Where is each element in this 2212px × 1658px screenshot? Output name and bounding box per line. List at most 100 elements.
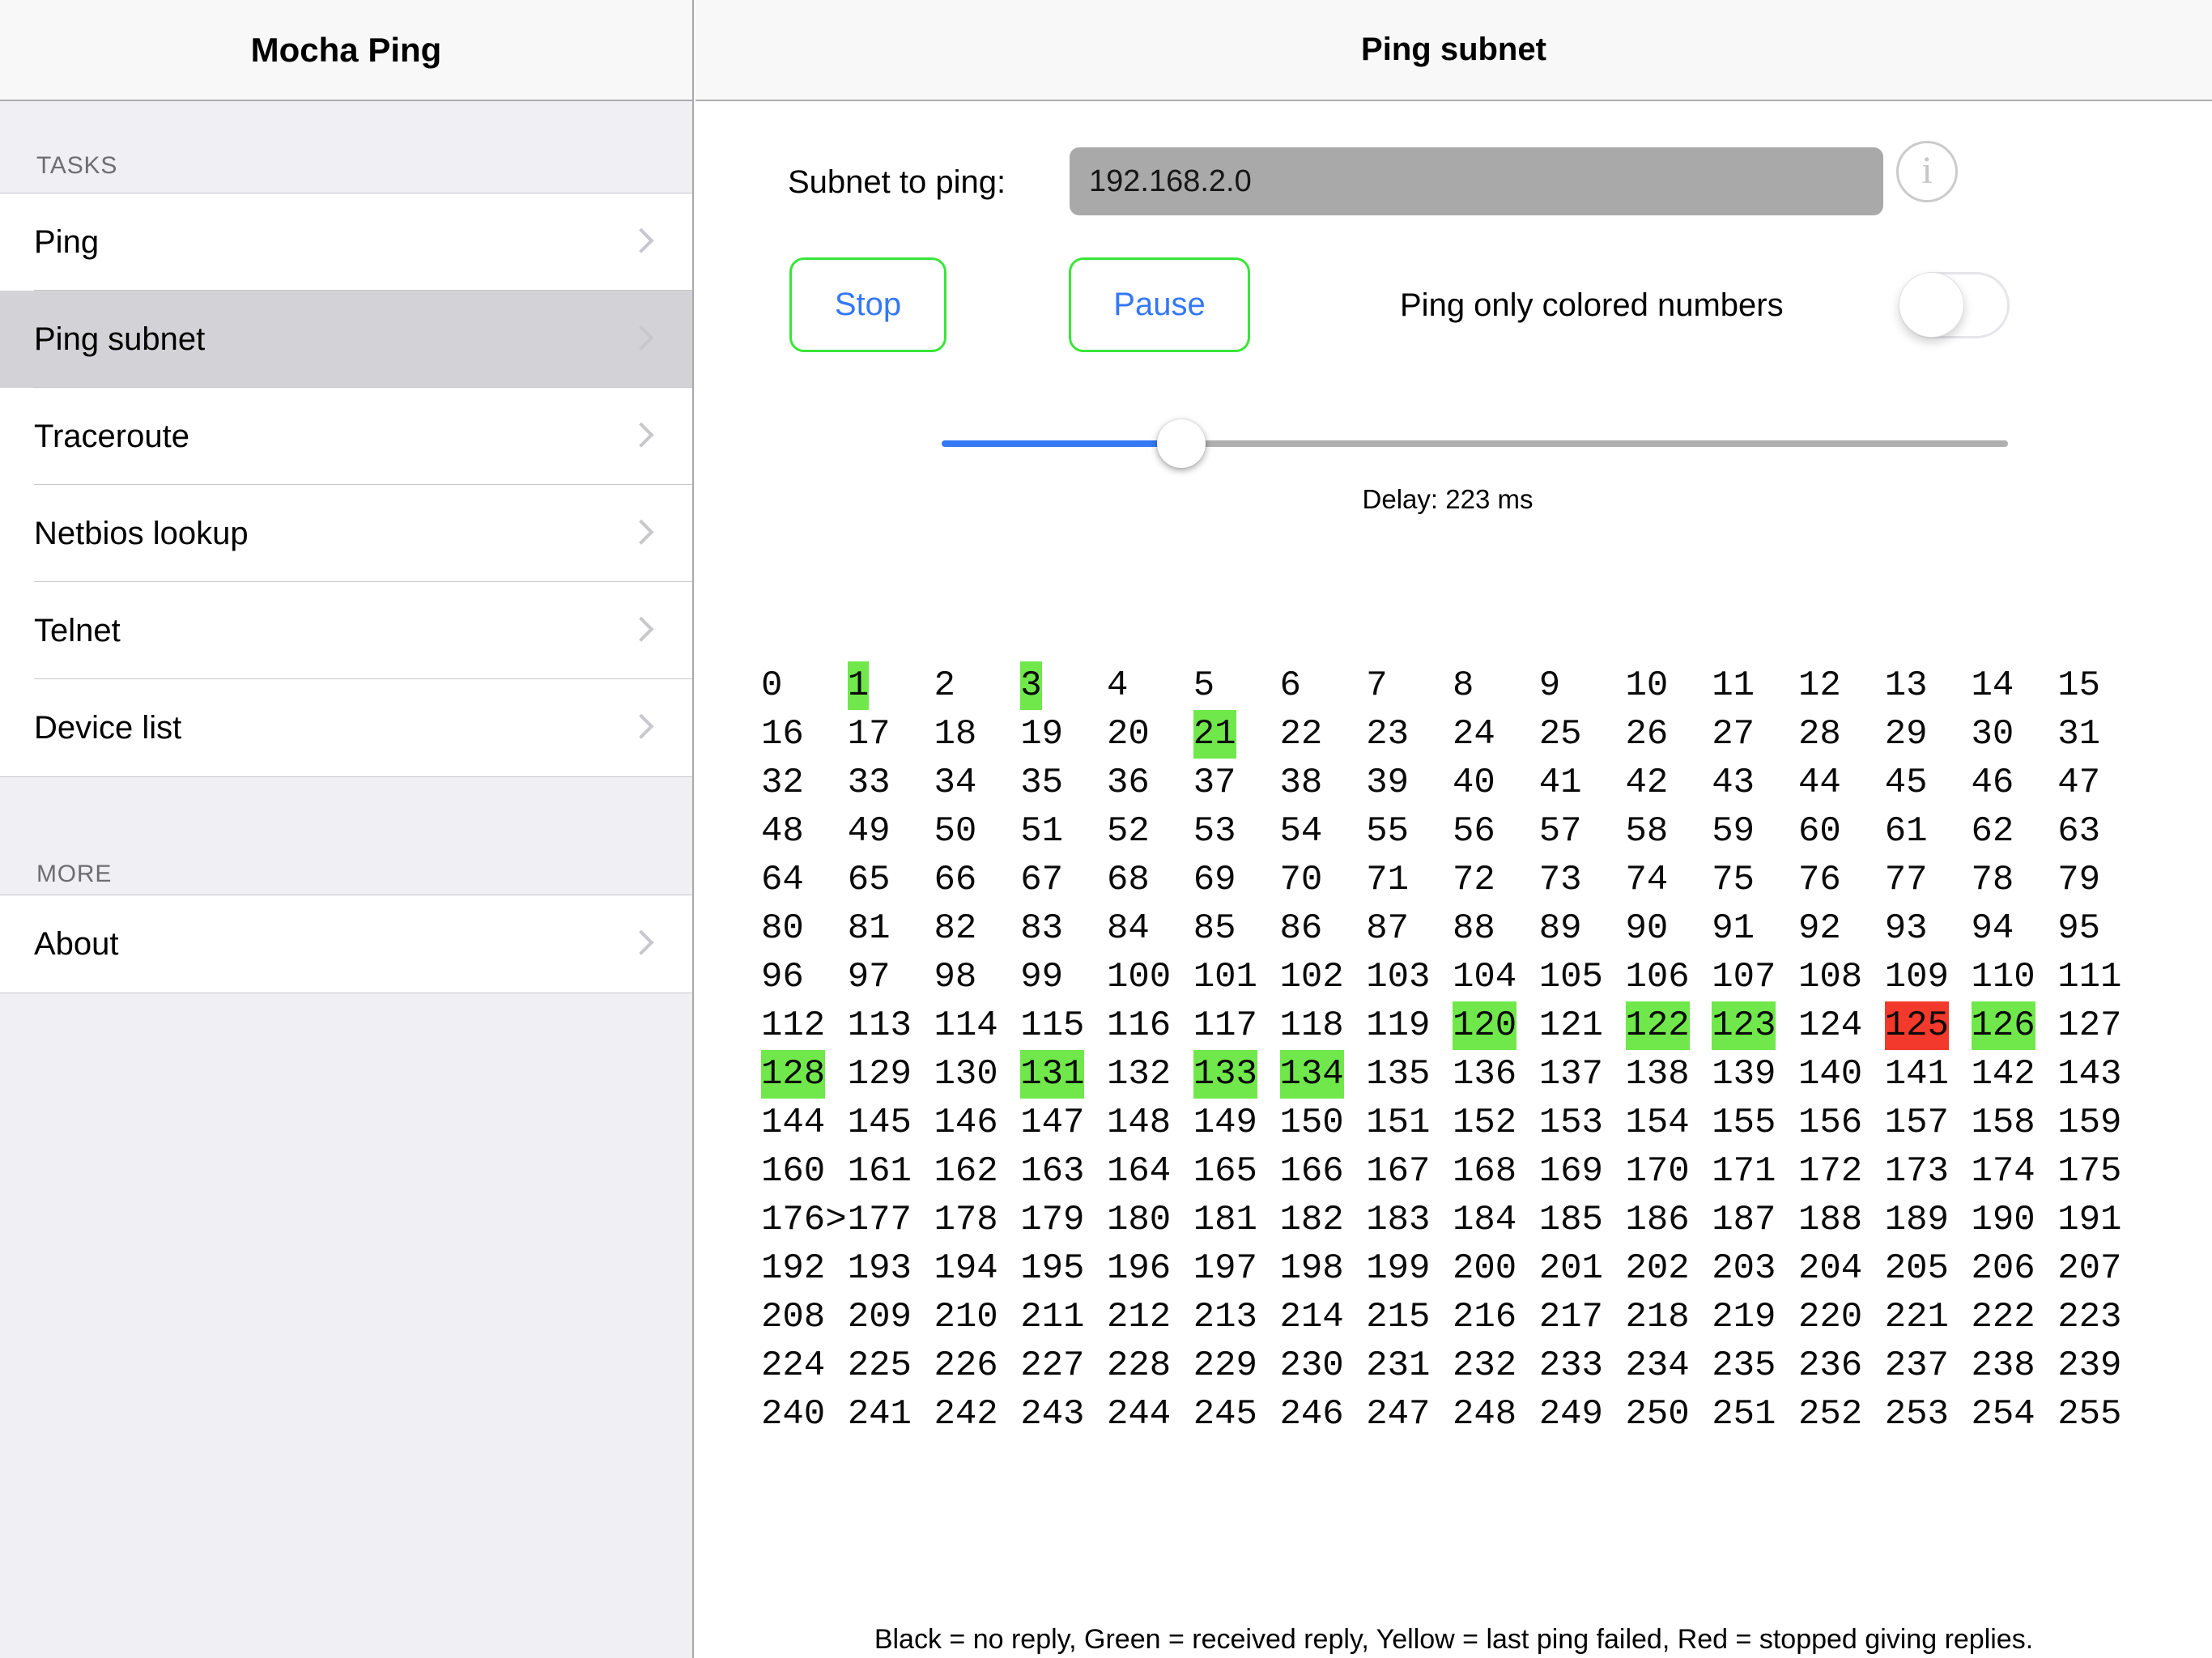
- grid-cell-26: 26: [1626, 710, 1712, 759]
- grid-cell-58: 58: [1626, 807, 1712, 856]
- grid-cell-203: 203: [1712, 1244, 1798, 1293]
- grid-number: 223: [2057, 1297, 2122, 1337]
- grid-number: 12: [1798, 665, 1841, 706]
- sidebar-item-traceroute[interactable]: Traceroute: [0, 388, 692, 485]
- sidebar-item-device-list[interactable]: Device list: [0, 679, 692, 776]
- grid-cell-95: 95: [2057, 904, 2144, 953]
- pause-button[interactable]: Pause: [1069, 257, 1250, 352]
- grid-number: 124: [1798, 1005, 1863, 1046]
- grid-number: 120: [1453, 1001, 1517, 1050]
- grid-cell-128: 128: [761, 1050, 848, 1099]
- delay-slider[interactable]: [942, 419, 2008, 468]
- grid-cell-181: 181: [1193, 1196, 1280, 1244]
- grid-number: 204: [1798, 1248, 1863, 1289]
- grid-number: 68: [1107, 860, 1150, 900]
- grid-cell-174: 174: [1972, 1147, 2058, 1196]
- ping-colored-toggle[interactable]: [1899, 272, 2010, 338]
- grid-number: 50: [934, 811, 977, 852]
- sidebar-item-ping-subnet[interactable]: Ping subnet: [0, 291, 692, 388]
- grid-number: 23: [1366, 714, 1410, 755]
- slider-knob-icon[interactable]: [1157, 419, 1206, 468]
- sidebar-item-netbios-lookup[interactable]: Netbios lookup: [0, 485, 692, 582]
- grid-number: 148: [1107, 1103, 1172, 1143]
- grid-cell-195: 195: [1020, 1244, 1107, 1293]
- grid-cell-0: 0: [761, 661, 848, 710]
- sidebar-item-ping[interactable]: Ping: [0, 193, 692, 291]
- subnet-input[interactable]: [1070, 147, 1883, 215]
- grid-number: 46: [1971, 763, 2014, 803]
- grid-number: 248: [1453, 1394, 1517, 1435]
- grid-number: 217: [1538, 1297, 1603, 1337]
- grid-number: 89: [1538, 908, 1582, 949]
- grid-row: 128 129 130 131 132 133 134 135 136 137 138 139 140 1…: [761, 1050, 2144, 1099]
- grid-number: 146: [934, 1103, 998, 1143]
- sidebar-item-label: Telnet: [34, 612, 121, 648]
- grid-row: 160 161 162 163 164 165 166 167 168 169 170 171 172 1…: [761, 1147, 2144, 1196]
- grid-number: 250: [1625, 1394, 1690, 1435]
- grid-number: 5: [1193, 665, 1215, 706]
- grid-cell-180: 180: [1107, 1196, 1193, 1244]
- grid-cell-215: 215: [1366, 1293, 1453, 1341]
- grid-number: 1: [847, 661, 870, 710]
- sidebar-item-telnet[interactable]: Telnet: [0, 582, 692, 679]
- grid-cell-175: 175: [2057, 1147, 2144, 1196]
- grid-cell-169: 169: [1539, 1147, 1626, 1196]
- grid-number: 245: [1193, 1394, 1257, 1435]
- grid-number: 180: [1107, 1200, 1172, 1240]
- grid-number: 59: [1712, 811, 1755, 852]
- grid-number: 235: [1712, 1346, 1776, 1386]
- grid-number: 128: [761, 1050, 826, 1099]
- grid-number: 3: [1020, 661, 1042, 710]
- sidebar-item-about[interactable]: About: [0, 895, 692, 993]
- grid-number: 234: [1625, 1346, 1690, 1386]
- grid-cell-143: 143: [2057, 1050, 2144, 1099]
- grid-cell-252: 252: [1798, 1390, 1885, 1439]
- grid-number: 243: [1020, 1394, 1085, 1435]
- grid-number: 181: [1193, 1200, 1257, 1240]
- grid-cell-146: 146: [934, 1099, 1021, 1147]
- grid-number: 163: [1020, 1151, 1085, 1192]
- grid-number: 104: [1453, 957, 1517, 997]
- grid-number: 214: [1279, 1297, 1344, 1337]
- grid-number: 38: [1279, 763, 1323, 803]
- slider-track[interactable]: [942, 440, 2008, 447]
- grid-cell-163: 163: [1020, 1147, 1107, 1196]
- grid-cell-130: 130: [934, 1050, 1021, 1099]
- grid-cell-202: 202: [1626, 1244, 1712, 1293]
- grid-cell-2: 2: [934, 661, 1021, 710]
- grid-number: 225: [847, 1346, 912, 1386]
- stop-button[interactable]: Stop: [789, 257, 946, 352]
- info-button[interactable]: i: [1896, 141, 1958, 202]
- grid-cell-133: 133: [1193, 1050, 1280, 1099]
- grid-cell-115: 115: [1020, 1001, 1107, 1050]
- grid-number: 139: [1712, 1054, 1776, 1095]
- grid-cell-225: 225: [848, 1341, 934, 1390]
- grid-cell-5: 5: [1193, 661, 1280, 710]
- grid-cell-107: 107: [1712, 953, 1798, 1001]
- grid-cell-135: 135: [1366, 1050, 1453, 1099]
- grid-cell-227: 227: [1020, 1341, 1107, 1390]
- grid-cell-89: 89: [1539, 904, 1626, 953]
- grid-number: 236: [1798, 1346, 1863, 1386]
- grid-number: 158: [1971, 1103, 2035, 1143]
- grid-number: 24: [1453, 714, 1495, 755]
- grid-cell-120: 120: [1453, 1001, 1539, 1050]
- grid-cell-7: 7: [1366, 661, 1453, 710]
- grid-number: 241: [847, 1394, 912, 1435]
- grid-number: 155: [1712, 1103, 1776, 1143]
- grid-number: 10: [1625, 665, 1669, 706]
- grid-cell-170: 170: [1626, 1147, 1712, 1196]
- grid-number: 29: [1884, 714, 1928, 755]
- grid-cell-105: 105: [1539, 953, 1626, 1001]
- grid-cell-73: 73: [1539, 856, 1626, 904]
- grid-number: 231: [1366, 1346, 1431, 1386]
- grid-cell-164: 164: [1107, 1147, 1193, 1196]
- main-header: Ping subnet: [696, 0, 2212, 101]
- grid-number: 202: [1625, 1248, 1690, 1289]
- grid-number: 53: [1193, 811, 1236, 852]
- grid-cell-103: 103: [1366, 953, 1453, 1001]
- grid-number: 40: [1453, 763, 1495, 803]
- grid-number: 221: [1884, 1297, 1949, 1337]
- grid-number: 147: [1020, 1103, 1085, 1143]
- grid-number: 220: [1798, 1297, 1863, 1337]
